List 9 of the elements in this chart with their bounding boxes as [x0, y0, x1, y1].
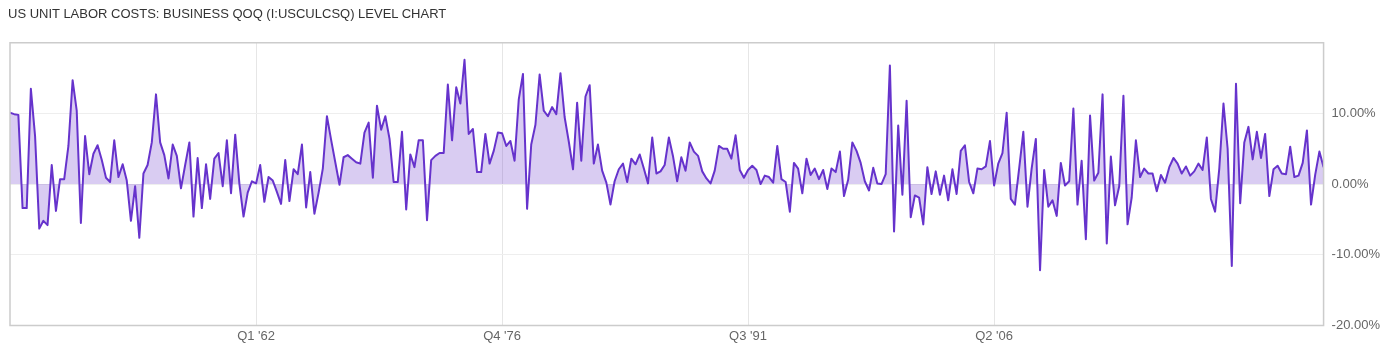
y-tick-label: -10.00%	[1331, 246, 1381, 262]
chart-title: US UNIT LABOR COSTS: BUSINESS QOQ (I:USCULCSQ) LEVEL CHART	[8, 6, 448, 21]
y-tick-label: -20.00%	[1331, 316, 1381, 332]
x-tick-label: Q3 '91	[729, 327, 768, 343]
y-tick-label: 10.00%	[1331, 105, 1377, 121]
x-tick-label: Q4 '76	[483, 327, 522, 343]
x-tick-label: Q1 '62	[237, 327, 276, 343]
y-tick-label: 0.00%	[1331, 175, 1369, 191]
x-tick-label: Q2 '06	[975, 327, 1014, 343]
